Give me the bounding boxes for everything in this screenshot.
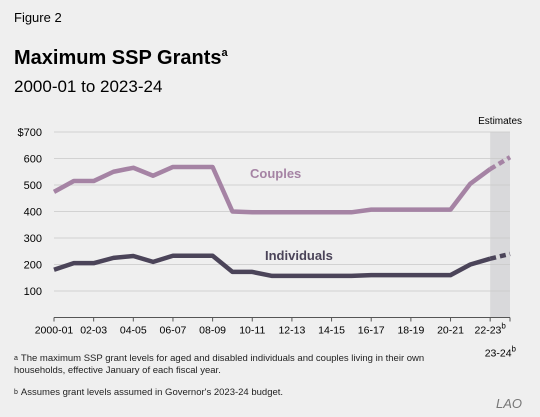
x-tick-label: 2000-01 — [35, 325, 74, 337]
x-tick-text: 10-11 — [239, 325, 265, 337]
series-label: Couples — [250, 166, 301, 181]
x-tick-label: 22-23b — [475, 322, 507, 337]
footnote-mark: b — [14, 389, 18, 396]
x-tick-text: 23-24 — [485, 348, 512, 360]
footnote: b Assumes grant levels assumed in Governo… — [14, 387, 434, 399]
x-tick-text: 18-19 — [397, 325, 424, 337]
x-tick-label: 23-24b — [485, 345, 517, 360]
x-tick-label: 08-09 — [199, 325, 226, 337]
series-line — [52, 164, 492, 215]
y-tick-label: 200 — [24, 260, 42, 272]
x-tick-label: 10-11 — [239, 325, 265, 337]
y-tick-label: 300 — [24, 233, 42, 245]
y-tick-label: $700 — [18, 127, 42, 139]
series-line — [53, 253, 491, 279]
footnote: a The maximum SSP grant levels for aged a… — [14, 353, 434, 377]
chart-subtitle: 2000-01 to 2023-24 — [14, 77, 162, 96]
x-tick-text: 2000-01 — [35, 325, 74, 337]
plot: Estimates 100 200 300 400 500 600 $700 2000-01 02… — [18, 116, 523, 360]
x-tick-label: 06-07 — [160, 325, 187, 337]
footnote-text: Assumes grant levels assumed in Governor… — [20, 387, 284, 398]
estimates-band — [490, 132, 510, 318]
x-tick-text: 20-21 — [437, 325, 464, 337]
x-tick-text: 06-07 — [160, 325, 187, 337]
x-tick-text: 02-03 — [80, 325, 107, 337]
y-tick-label: 500 — [24, 180, 42, 192]
estimate-note: b — [512, 345, 517, 354]
y-tick-label: 100 — [24, 286, 42, 298]
x-tick-label: 20-21 — [437, 325, 464, 337]
x-tick-label: 12-13 — [278, 325, 305, 337]
x-tick-text: 16-17 — [358, 325, 385, 337]
series-line-estimate — [489, 155, 512, 172]
x-tick-label: 02-03 — [80, 325, 107, 337]
footnote-mark: a — [14, 355, 18, 362]
figure-label: Figure 2 — [14, 10, 62, 25]
series-label: Individuals — [265, 248, 333, 263]
title-note: a — [221, 47, 228, 59]
source-logo: LAO — [496, 396, 522, 411]
series-line-estimate — [489, 251, 511, 261]
x-tick-label: 04-05 — [120, 325, 147, 337]
x-tick-text: 22-23 — [475, 325, 502, 337]
x-tick-label: 18-19 — [397, 325, 424, 337]
x-tick-text: 14-15 — [318, 325, 345, 337]
title-text: Maximum SSP Grants — [14, 47, 221, 69]
estimates-label: Estimates — [478, 116, 522, 127]
x-tick-label: 16-17 — [358, 325, 385, 337]
x-tick-text: 04-05 — [120, 325, 147, 337]
x-tick-text: 12-13 — [278, 325, 305, 337]
x-tick-label: 14-15 — [318, 325, 345, 337]
y-tick-label: 600 — [24, 154, 42, 166]
footnote-text: The maximum SSP grant levels for aged an… — [14, 353, 425, 376]
estimate-note: b — [501, 322, 506, 331]
x-tick-text: 08-09 — [199, 325, 226, 337]
y-tick-label: 400 — [24, 207, 42, 219]
chart-title: Maximum SSP Grantsa — [14, 47, 228, 69]
